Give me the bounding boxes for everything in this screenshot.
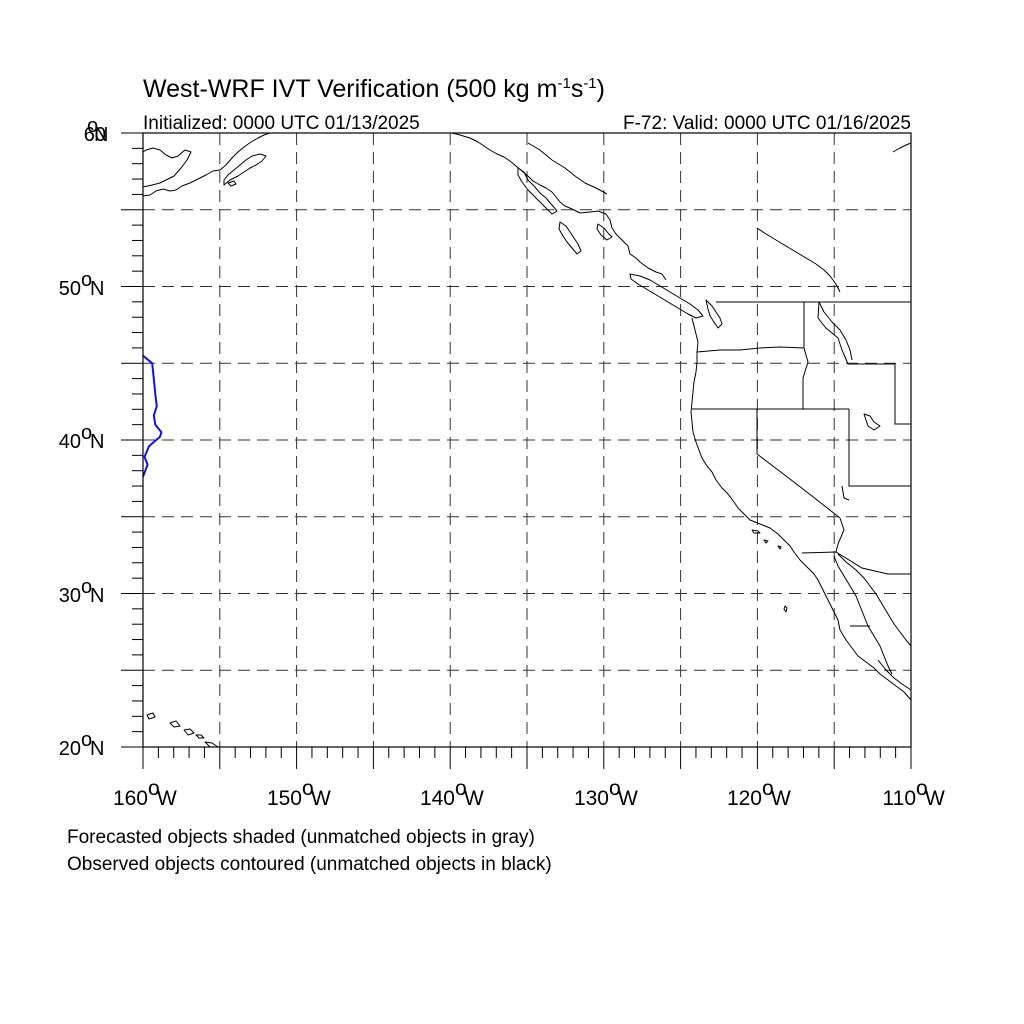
bc-islands <box>596 223 613 241</box>
great-salt-lake <box>863 413 881 431</box>
california-arizona-border <box>835 517 845 553</box>
lat-label-60n-suffix: o <box>87 115 98 137</box>
idaho-montana-border <box>817 301 911 425</box>
us-west-coast <box>690 317 912 701</box>
lat-label-50n-n: N <box>90 278 104 300</box>
alexander-archipelago <box>517 167 558 215</box>
alaska-peninsula-coast <box>142 147 192 188</box>
washington-oregon-border <box>696 302 805 353</box>
title-sup2: -1 <box>583 75 596 92</box>
init-time-label: Initialized: 0000 UTC 01/13/2025 <box>143 113 420 134</box>
lat-label-20n-suffix: o <box>81 729 92 751</box>
lon-label-120w-w: W <box>771 787 791 810</box>
lat-label-30n-suffix: o <box>81 576 92 598</box>
lon-label-140w: 140 <box>420 787 455 810</box>
legend-forecast-note: Forecasted objects shaded (unmatched obj… <box>67 827 535 848</box>
hawaii-maui <box>183 728 195 736</box>
gulf-of-california-west <box>833 555 893 675</box>
lat-label-40n-n: N <box>90 431 104 453</box>
lon-label-150w-deg: o <box>302 777 314 800</box>
coastlines <box>142 132 912 748</box>
northeast-coast <box>892 142 912 153</box>
valid-time-label: F-72: Valid: 0000 UTC 01/16/2025 <box>623 113 911 134</box>
columbia-river <box>818 301 853 361</box>
canada-lake-line <box>756 227 841 293</box>
alaska-islet-1 <box>227 180 237 187</box>
lon-label-160w-deg: o <box>148 777 160 800</box>
lat-label-20n-n: N <box>90 738 104 760</box>
observed-ivt-object-contour <box>142 354 163 478</box>
lon-label-140w-w: W <box>464 787 484 810</box>
lon-label-150w: 150 <box>267 787 302 810</box>
lon-label-110w: 110 <box>883 787 916 810</box>
hawaii-oahu <box>169 720 181 728</box>
lat-label-30n-n: N <box>90 585 104 607</box>
lat-label-60n-n: N <box>94 124 108 146</box>
figure-title: West-WRF IVT Verification (500 kg m-1s-1… <box>143 75 605 103</box>
lon-label-130w-w: W <box>618 787 638 810</box>
gulf-of-california-east <box>837 553 912 647</box>
lat-label-50n-suffix: o <box>81 269 92 291</box>
lat-label-50n: 50 <box>59 278 81 300</box>
hawaii-kauai <box>146 712 156 720</box>
title-mid: s <box>571 75 584 103</box>
grid-lines <box>143 133 911 747</box>
title-end: ) <box>597 75 605 103</box>
lon-label-140w-deg: o <box>455 777 467 800</box>
hawaii-molokai <box>195 734 205 739</box>
puget-sound <box>705 299 723 329</box>
lat-label-30n: 30 <box>59 585 81 607</box>
lon-label-110w-w: W <box>925 787 945 810</box>
se-alaska-coast <box>451 132 667 281</box>
lon-label-130w-deg: o <box>609 777 621 800</box>
hawaii-big-island <box>204 741 219 748</box>
lon-label-130w: 130 <box>574 787 609 810</box>
alaska-inland-border <box>527 142 608 195</box>
latitude-labels: 60 o N 50 o N 40 o N 30 o N 20 o N <box>59 115 109 760</box>
lon-label-120w: 120 <box>727 787 762 810</box>
channel-islands <box>751 529 782 550</box>
title-main: West-WRF IVT Verification (500 kg m <box>143 75 557 103</box>
longitude-labels: 160 o W 150 o W 140 o W 130 o W 120 o W … <box>113 777 945 810</box>
nevada-utah-border <box>848 409 911 487</box>
lon-label-150w-w: W <box>311 787 331 810</box>
lat-label-20n: 20 <box>59 738 81 760</box>
lat-label-40n-suffix: o <box>81 422 92 444</box>
guadalupe-island <box>783 605 788 613</box>
us-mexico-border <box>801 551 911 575</box>
idaho-west-border <box>802 347 809 409</box>
arizona-nevada-bend <box>841 485 850 501</box>
mexico-mainland-coast <box>877 659 912 691</box>
vancouver-island <box>629 273 704 319</box>
title-sup1: -1 <box>557 75 570 92</box>
kodiak-island <box>223 153 267 186</box>
political-borders <box>692 301 911 627</box>
lon-label-110w-deg: o <box>916 777 928 800</box>
lon-label-160w: 160 <box>113 787 148 810</box>
lat-label-40n: 40 <box>59 431 81 453</box>
axis-ticks <box>121 132 912 769</box>
alaska-coast-2 <box>142 132 276 197</box>
lon-label-120w-deg: o <box>762 777 774 800</box>
california-nevada-border <box>756 409 841 519</box>
lat-label-60n: 60 <box>84 124 106 146</box>
legend-observed-note: Observed objects contoured (unmatched ob… <box>67 854 552 875</box>
haida-gwaii <box>558 221 582 255</box>
lon-label-160w-w: W <box>157 787 177 810</box>
